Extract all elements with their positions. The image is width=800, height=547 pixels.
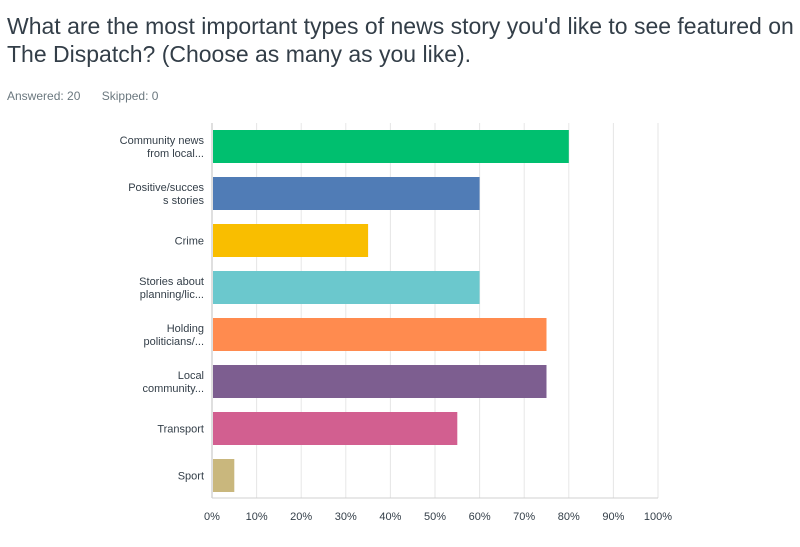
x-tick-label: 0% [204,511,220,523]
category-labels: Community news from local... Positive/succ… [120,135,205,483]
bar[interactable] [213,271,480,304]
answered-count: Answered: 20 [7,89,81,103]
bar[interactable] [213,130,569,163]
category-label: Stories about planning/lic... [139,276,204,301]
bar[interactable] [213,412,458,445]
bar[interactable] [213,365,547,398]
category-label: Transport [157,424,204,436]
category-label: Local community... [142,370,204,395]
question-title: What are the most important types of new… [7,13,794,67]
category-label: Positive/succes s stories [128,182,204,207]
response-stats: Answered: 20 Skipped: 0 [7,89,176,103]
x-tick-label: 10% [246,511,268,523]
skipped-count: Skipped: 0 [101,89,159,103]
x-tick-label: 100% [644,511,672,523]
x-tick-label: 70% [513,511,535,523]
bar[interactable] [213,459,235,492]
x-tick-label: 20% [290,511,312,523]
x-axis-ticks: 0% 10% 20% 30% 40% 50% 60% 70% 80% 90% 100% [204,511,672,523]
category-label: Crime [175,236,204,248]
x-tick-label: 30% [335,511,357,523]
category-label: Sport [178,471,204,483]
x-tick-label: 90% [602,511,624,523]
bar[interactable] [213,177,480,210]
x-tick-label: 60% [469,511,491,523]
x-tick-label: 40% [379,511,401,523]
category-label: Holding politicians/... [143,323,204,348]
bar[interactable] [213,318,547,351]
category-label: Community news from local... [120,135,205,160]
bars [213,130,569,492]
x-tick-label: 50% [424,511,446,523]
bar[interactable] [213,224,369,257]
x-tick-label: 80% [558,511,580,523]
